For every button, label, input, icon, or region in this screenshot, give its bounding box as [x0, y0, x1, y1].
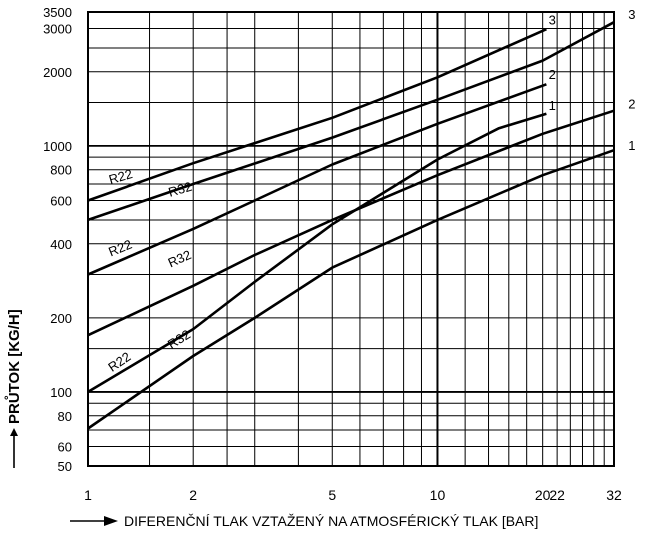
x-axis-title: DIFERENČNÍ TLAK VZTAŽENÝ NA ATMOSFÉRICKÝ… [70, 513, 538, 529]
curve-label-r32-3: R32 [167, 179, 194, 200]
curve-r22-1 [87, 112, 547, 394]
y-tick-label: 3000 [43, 21, 72, 36]
y-tick-label: 400 [50, 237, 72, 252]
curve-r22-2 [87, 83, 547, 276]
y-tick-label: 2000 [43, 65, 72, 80]
curve-label-r22-3: R22 [107, 166, 134, 187]
curve-r32-1 [87, 148, 615, 430]
y-tick-label: 1000 [43, 139, 72, 154]
plot-frame [87, 11, 615, 467]
y-tick-label: 600 [50, 193, 72, 208]
end-label: 2 [549, 67, 556, 82]
end-label: 3 [628, 7, 635, 22]
x-tick-label: 32 [606, 487, 622, 503]
x-tick-label: 5 [328, 487, 336, 503]
curve-r22-3 [87, 28, 547, 202]
x-tick-label: 10 [430, 487, 446, 503]
x-axis-label: DIFERENČNÍ TLAK VZTAŽENÝ NA ATMOSFÉRICKÝ… [124, 513, 538, 529]
y-tick-label: 60 [58, 440, 72, 455]
end-label: 1 [628, 138, 635, 153]
curve-label-r22-1: R22 [105, 349, 133, 375]
x-tick-label: 20 [535, 487, 551, 503]
y-tick-label: 80 [58, 409, 72, 424]
x-tick-label: 2 [189, 487, 197, 503]
x-tick-label: 22 [549, 487, 565, 503]
y-tick-label: 200 [50, 311, 72, 326]
y-axis-label: PRŮTOK [KG/H] [4, 309, 23, 424]
y-tick-label: 800 [50, 163, 72, 178]
end-label: 3 [549, 12, 556, 27]
end-labels: 3 2 1 3 2 1 [549, 7, 636, 153]
curves [87, 21, 615, 430]
y-tick-label: 100 [50, 385, 72, 400]
end-label: 1 [549, 98, 556, 113]
x-arrow-icon [104, 516, 118, 526]
y-tick-label: 50 [58, 459, 72, 474]
curve-r32-3 [87, 21, 615, 222]
y-arrow-icon [10, 428, 18, 436]
y-axis-title: PRŮTOK [KG/H] [4, 309, 23, 468]
grid [88, 12, 614, 466]
curve-label-r32-2: R32 [166, 247, 194, 270]
end-label: 2 [628, 96, 635, 111]
curve-r32-2 [87, 109, 615, 337]
x-tick-label: 1 [84, 487, 92, 503]
y-tick-label: 3500 [43, 5, 72, 20]
